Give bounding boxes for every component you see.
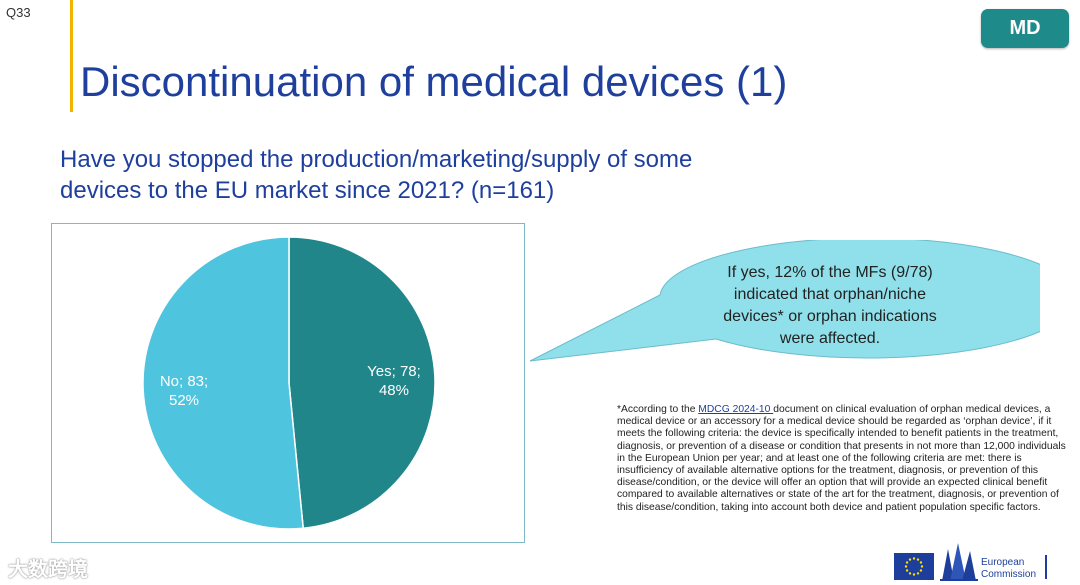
pie-chart: Yes; 78; 48% No; 83; 52%: [142, 236, 436, 530]
ec-logo-text: European Commission: [981, 557, 1036, 581]
pie-slice-0: [288, 236, 436, 530]
question-id: Q33: [6, 5, 31, 20]
pie-label-1: No; 83;: [160, 373, 208, 390]
eu-flag-icon: [894, 553, 934, 580]
watermark-text: 大数跨境: [8, 559, 88, 581]
callout-line-3: devices* or orphan indications: [723, 308, 937, 325]
survey-question: Have you stopped the production/marketin…: [60, 144, 820, 206]
callout-line-4: were affected.: [779, 330, 881, 347]
footnote: *According to the MDCG 2024-10 document …: [617, 404, 1072, 514]
page-title: Discontinuation of medical devices (1): [80, 58, 788, 105]
callout-bubble: [529, 240, 1040, 362]
pie-pct-label-0: 48%: [379, 382, 409, 399]
mdcg-link[interactable]: MDCG 2024-10: [698, 404, 774, 415]
question-line-2: devices to the EU market since 2021? (n=…: [60, 177, 555, 204]
pie-chart-frame: Yes; 78; 48% No; 83; 52%: [51, 223, 525, 543]
ec-line-2: Commission: [981, 569, 1037, 580]
pie-slice-1: [142, 236, 305, 530]
pie-label-0: Yes; 78;: [367, 363, 421, 380]
md-badge: MD: [981, 9, 1069, 48]
footnote-body: document on clinical evaluation of orpha…: [617, 404, 1066, 513]
european-commission-logo: European Commission: [894, 541, 1054, 581]
accent-bar: [70, 0, 73, 112]
callout-text: If yes, 12% of the MFs (9/78) indicated …: [680, 262, 980, 350]
footnote-prefix: *According to the: [617, 404, 699, 415]
callout-line-1: If yes, 12% of the MFs (9/78): [727, 264, 933, 281]
berlaymont-building-icon: [940, 543, 978, 581]
question-line-1: Have you stopped the production/marketin…: [60, 146, 693, 173]
ec-line-1: European: [981, 557, 1025, 568]
logo-divider: [1045, 555, 1047, 579]
pie-pct-label-1: 52%: [169, 392, 199, 409]
callout-line-2: indicated that orphan/niche: [733, 286, 927, 303]
